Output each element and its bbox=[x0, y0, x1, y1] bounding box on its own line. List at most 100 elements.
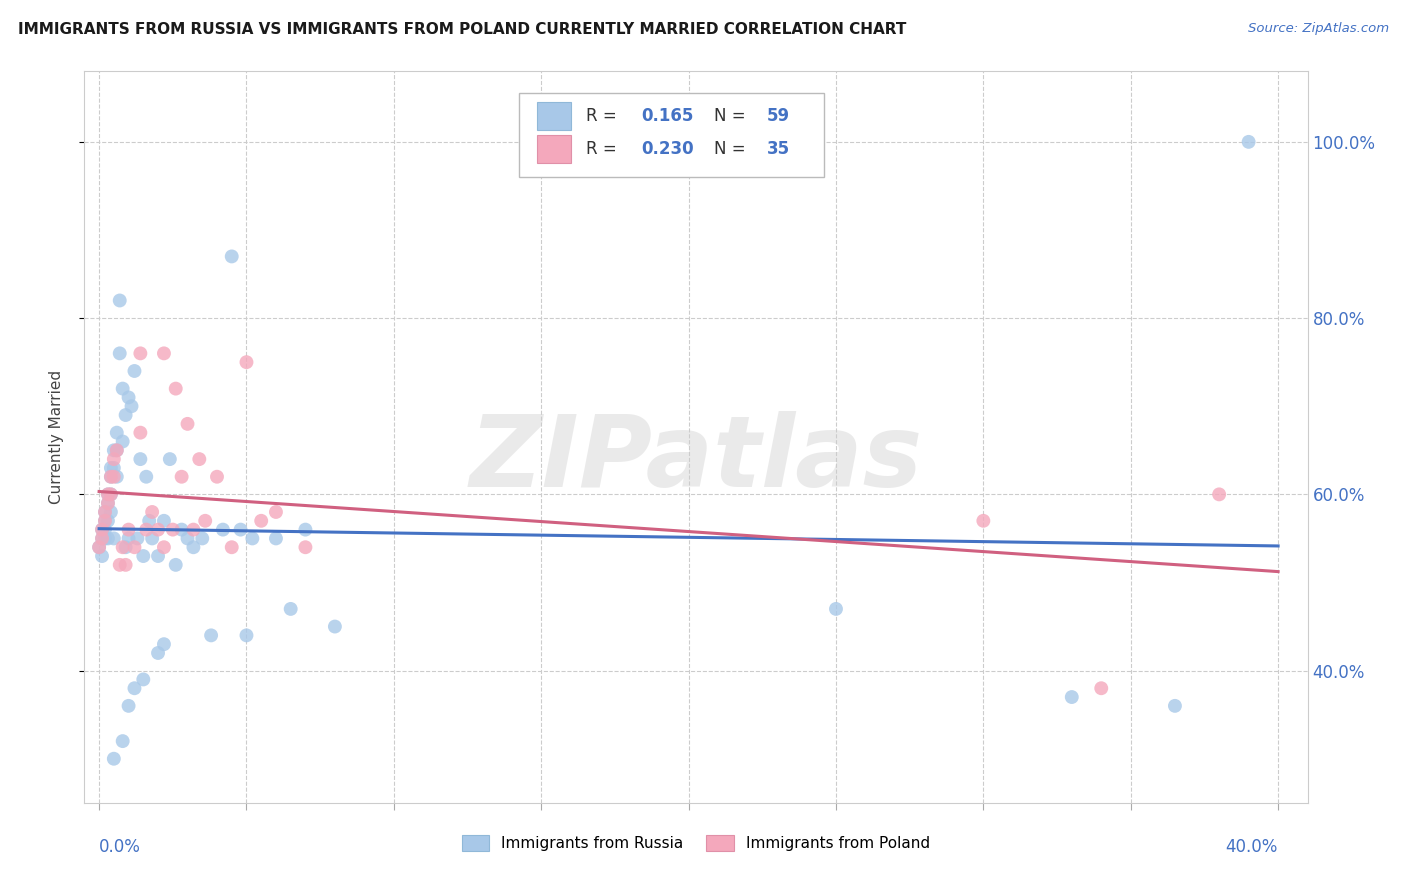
Point bbox=[194, 514, 217, 528]
Point bbox=[162, 523, 184, 537]
Point bbox=[105, 469, 128, 483]
Point bbox=[138, 514, 160, 528]
Point bbox=[1090, 681, 1112, 696]
Text: R =: R = bbox=[586, 140, 621, 158]
Point bbox=[235, 355, 257, 369]
Point bbox=[221, 540, 243, 554]
Point bbox=[97, 532, 120, 546]
Point bbox=[111, 734, 134, 748]
Point bbox=[280, 602, 302, 616]
Point bbox=[124, 364, 146, 378]
Point bbox=[176, 417, 198, 431]
Point bbox=[323, 619, 346, 633]
Point bbox=[1164, 698, 1187, 713]
Point bbox=[250, 514, 273, 528]
Point bbox=[153, 346, 176, 360]
Text: 40.0%: 40.0% bbox=[1226, 838, 1278, 856]
Point bbox=[117, 532, 139, 546]
Point bbox=[264, 505, 287, 519]
Point bbox=[111, 540, 134, 554]
Point bbox=[146, 523, 169, 537]
Legend: Immigrants from Russia, Immigrants from Poland: Immigrants from Russia, Immigrants from … bbox=[456, 830, 936, 857]
Point bbox=[200, 628, 222, 642]
Text: 0.230: 0.230 bbox=[641, 140, 693, 158]
Text: 35: 35 bbox=[766, 140, 790, 158]
Point bbox=[97, 496, 120, 510]
Point bbox=[103, 752, 125, 766]
Point bbox=[235, 628, 257, 642]
Point bbox=[153, 637, 176, 651]
Point bbox=[100, 469, 122, 483]
Point bbox=[129, 452, 152, 467]
Point bbox=[114, 408, 136, 422]
FancyBboxPatch shape bbox=[519, 94, 824, 178]
Y-axis label: Currently Married: Currently Married bbox=[49, 370, 63, 504]
Point bbox=[100, 505, 122, 519]
Point bbox=[264, 532, 287, 546]
Point bbox=[294, 540, 316, 554]
Point bbox=[91, 523, 114, 537]
Point bbox=[100, 461, 122, 475]
FancyBboxPatch shape bbox=[537, 135, 571, 163]
Text: IMMIGRANTS FROM RUSSIA VS IMMIGRANTS FROM POLAND CURRENTLY MARRIED CORRELATION C: IMMIGRANTS FROM RUSSIA VS IMMIGRANTS FRO… bbox=[18, 22, 907, 37]
Point bbox=[191, 532, 214, 546]
Point bbox=[135, 469, 157, 483]
Text: 59: 59 bbox=[766, 107, 790, 125]
Point bbox=[114, 540, 136, 554]
Point bbox=[825, 602, 848, 616]
Point bbox=[132, 673, 155, 687]
Point bbox=[129, 425, 152, 440]
Point bbox=[97, 514, 120, 528]
Text: 0.0%: 0.0% bbox=[98, 838, 141, 856]
Text: Source: ZipAtlas.com: Source: ZipAtlas.com bbox=[1249, 22, 1389, 36]
Point bbox=[91, 523, 114, 537]
Point bbox=[124, 681, 146, 696]
Point bbox=[105, 443, 128, 458]
Point bbox=[141, 532, 163, 546]
Point bbox=[108, 293, 131, 308]
Point bbox=[135, 523, 157, 537]
Point bbox=[165, 558, 187, 572]
Point bbox=[103, 452, 125, 467]
Point bbox=[183, 523, 205, 537]
Point bbox=[94, 505, 117, 519]
Point bbox=[97, 487, 120, 501]
Point bbox=[229, 523, 252, 537]
Point bbox=[91, 549, 114, 563]
Point bbox=[165, 382, 187, 396]
Point bbox=[117, 698, 139, 713]
Point bbox=[294, 523, 316, 537]
Point bbox=[124, 540, 146, 554]
Text: ZIPatlas: ZIPatlas bbox=[470, 410, 922, 508]
Point bbox=[94, 514, 117, 528]
Point bbox=[221, 249, 243, 263]
Point bbox=[129, 346, 152, 360]
Point bbox=[100, 469, 122, 483]
Point bbox=[108, 346, 131, 360]
Point bbox=[183, 540, 205, 554]
Point bbox=[111, 382, 134, 396]
Point bbox=[212, 523, 235, 537]
Point bbox=[1237, 135, 1260, 149]
Point bbox=[111, 434, 134, 449]
Point bbox=[103, 461, 125, 475]
Point bbox=[121, 399, 143, 413]
Point bbox=[114, 558, 136, 572]
Point bbox=[141, 505, 163, 519]
Point bbox=[153, 514, 176, 528]
Point bbox=[94, 523, 117, 537]
Text: N =: N = bbox=[714, 140, 751, 158]
Point bbox=[97, 496, 120, 510]
Point bbox=[127, 532, 149, 546]
Point bbox=[146, 646, 169, 660]
Point bbox=[972, 514, 994, 528]
Point bbox=[105, 425, 128, 440]
Point bbox=[188, 452, 211, 467]
Point bbox=[94, 505, 117, 519]
Point bbox=[159, 452, 181, 467]
Text: 0.165: 0.165 bbox=[641, 107, 693, 125]
Point bbox=[176, 532, 198, 546]
Point bbox=[205, 469, 228, 483]
Point bbox=[117, 523, 139, 537]
Point bbox=[94, 514, 117, 528]
